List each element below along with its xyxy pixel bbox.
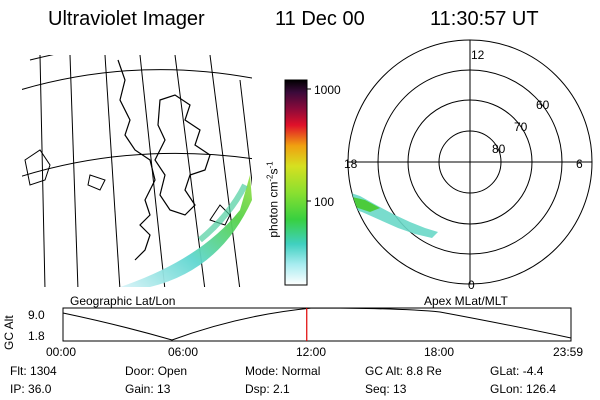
geo-map-caption: Geographic Lat/Lon <box>70 294 176 308</box>
info-mode: Mode: Normal <box>245 364 321 378</box>
polar-lat-80: 80 <box>492 142 506 156</box>
polar-label-6: 6 <box>576 157 583 171</box>
polar-label-12: 12 <box>471 48 485 62</box>
colorbar-tick-100: 100 <box>314 195 335 209</box>
info-glat: GLat: -4.4 <box>490 364 544 378</box>
orbit-xtick-1200: 12:00 <box>296 345 327 359</box>
orbit-xtick-0600: 06:00 <box>168 345 199 359</box>
time-label: 11:30:57 UT <box>430 8 539 30</box>
orbit-xtick-0000: 00:00 <box>46 345 77 359</box>
info-gain: Gain: 13 <box>125 382 171 396</box>
info-flt: Flt: 1304 <box>10 364 57 378</box>
polar-plot-caption: Apex MLat/MLT <box>424 294 508 308</box>
orbit-ytick-1-8: 1.8 <box>28 329 45 343</box>
polar-label-18: 18 <box>344 157 358 171</box>
info-door: Door: Open <box>125 364 188 378</box>
info-glon: GLon: 126.4 <box>490 382 557 396</box>
instrument-title: Ultraviolet Imager <box>48 8 205 30</box>
orbit-ylabel: GC Alt <box>2 315 16 350</box>
date-label: 11 Dec 00 <box>275 8 365 30</box>
orbit-xtick-1800: 18:00 <box>424 345 455 359</box>
info-ip: IP: 36.0 <box>10 382 52 396</box>
orbit-xtick-2359: 23:59 <box>553 345 584 359</box>
polar-label-0: 0 <box>468 278 475 292</box>
colorbar-tick-1000: 1000 <box>314 83 341 97</box>
info-dsp: Dsp: 2.1 <box>245 382 290 396</box>
geo-map <box>22 55 252 287</box>
info-gc-alt: GC Alt: 8.8 Re <box>365 364 442 378</box>
info-seq: Seq: 13 <box>365 382 407 396</box>
polar-lat-60: 60 <box>536 98 550 112</box>
polar-lat-70: 70 <box>514 120 528 134</box>
orbit-ytick-9: 9.0 <box>28 308 45 322</box>
